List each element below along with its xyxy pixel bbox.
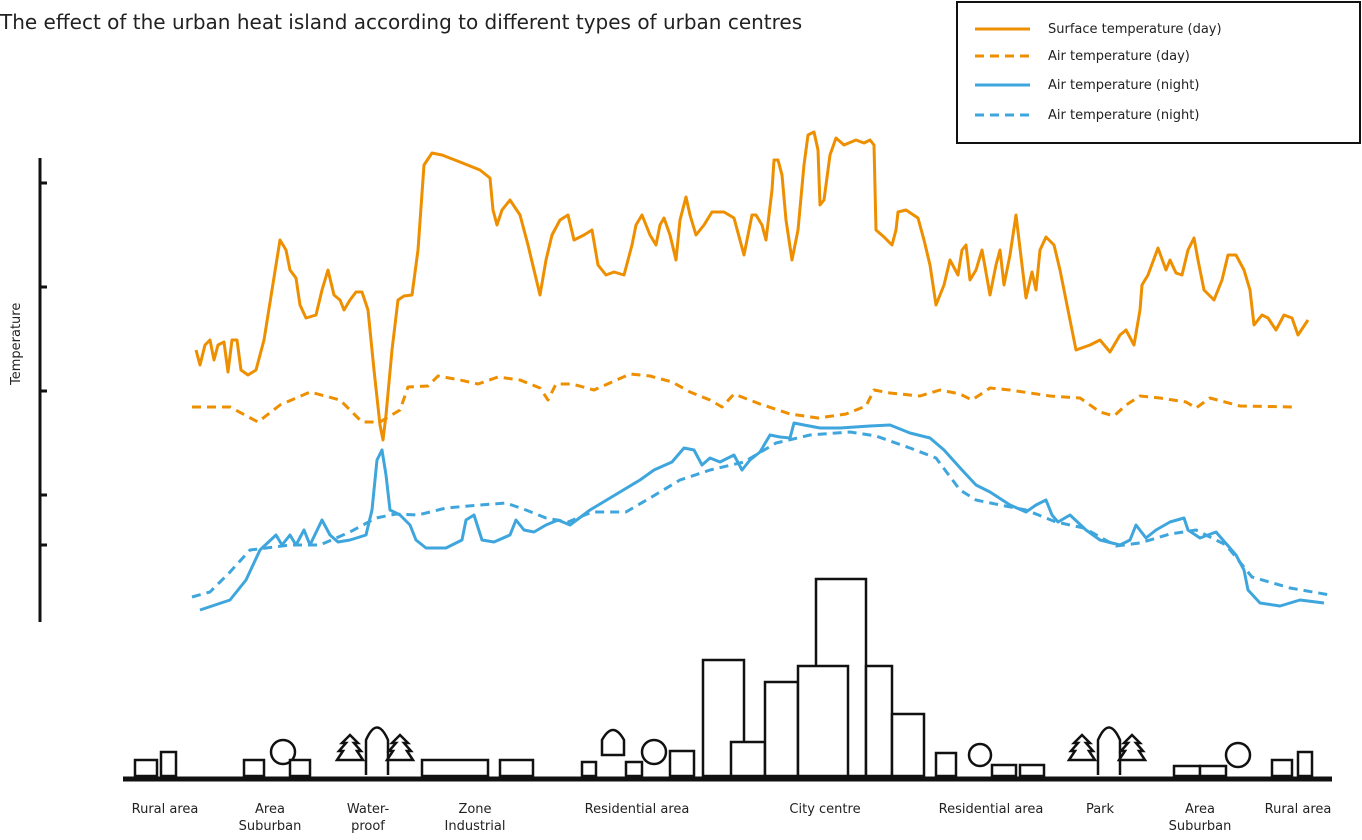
legend-label: Air temperature (night) — [1048, 108, 1199, 123]
legend-label: Air temperature (night) — [1048, 78, 1199, 93]
zone-label: City centre — [789, 802, 860, 817]
legend-label: Surface temperature (day) — [1048, 22, 1222, 37]
y-axis-label: Temperature — [9, 303, 24, 386]
zone-label-line: Area — [1185, 802, 1215, 817]
zone-label-line: proof — [351, 819, 385, 834]
zone-label-line: Suburban — [239, 819, 302, 834]
zone-label: Rural area — [132, 802, 199, 817]
legend-box — [956, 1, 1361, 144]
legend-label: Air temperature (day) — [1048, 49, 1190, 64]
air-night-dashed-curve — [191, 430, 1331, 599]
zone-label-line: City centre — [789, 802, 860, 817]
air-day-curve — [192, 372, 1295, 424]
zone-label: Water-proof — [347, 802, 390, 834]
title: The effect of the urban heat island acco… — [0, 10, 803, 34]
zone-label-line: Suburban — [1169, 819, 1232, 834]
y-axis — [38, 158, 47, 622]
zone-label-line: Residential area — [939, 802, 1044, 817]
zone-label-line: Zone — [458, 802, 491, 817]
zone-label-line: Industrial — [445, 819, 506, 834]
zone-label: Area Suburban — [239, 802, 302, 834]
surface-day-curve — [194, 130, 1310, 442]
zone-label: Rural area — [1265, 802, 1332, 817]
zone-label: Park — [1086, 802, 1115, 817]
zone-label-line: Area — [255, 802, 285, 817]
zone-label-line: Water- — [347, 802, 390, 817]
zone-label: Residential area — [939, 802, 1044, 817]
zone-label: Area Suburban — [1169, 802, 1232, 834]
zone-label-line: Residential area — [585, 802, 690, 817]
air-night-curve — [199, 421, 1325, 612]
zone-label: Residential area — [585, 802, 690, 817]
buildings — [133, 577, 1314, 778]
zone-label: Zone Industrial — [445, 802, 506, 834]
zone-label-line: Park — [1086, 802, 1115, 817]
zone-label-line: Rural area — [132, 802, 199, 817]
zone-label-line: Rural area — [1265, 802, 1332, 817]
